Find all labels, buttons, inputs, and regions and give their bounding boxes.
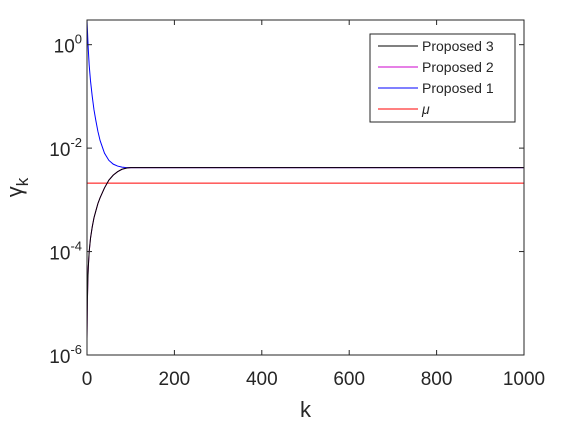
y-tick-label: 10-4	[49, 239, 82, 265]
y-tick-label: 100	[54, 32, 82, 58]
y-axis-title-symbol: γ	[2, 186, 27, 197]
axis-ticks-group: 0 200 400 600 800 1000 10-6 10-4 10-2 100	[49, 20, 545, 390]
y-tick-label: 10-6	[49, 342, 82, 368]
y-axis-title-subscript: k	[13, 177, 32, 186]
x-tick-label: 800	[421, 369, 453, 390]
legend-entry-label: μ	[421, 101, 430, 117]
x-tick-label: 0	[82, 369, 93, 390]
x-tick-label: 1000	[503, 369, 545, 390]
legend-entry-label: Proposed 1	[422, 80, 494, 96]
legend-entry-label: Proposed 3	[422, 38, 494, 54]
legend-entry-label: Proposed 2	[422, 59, 494, 75]
y-tick-label: 10-2	[49, 135, 82, 161]
legend-box	[369, 33, 516, 123]
x-tick-label: 400	[246, 369, 278, 390]
legend: Proposed 3 Proposed 2 Proposed 1 μ	[369, 33, 516, 123]
plot-area-frame	[86, 19, 525, 356]
x-tick-label: 200	[159, 369, 191, 390]
x-tick-label: 600	[333, 369, 365, 390]
series-line-1	[86, 167, 524, 340]
x-axis-title: k	[300, 397, 312, 422]
series-line-2	[86, 167, 524, 340]
y-axis-title: γk	[2, 177, 32, 197]
